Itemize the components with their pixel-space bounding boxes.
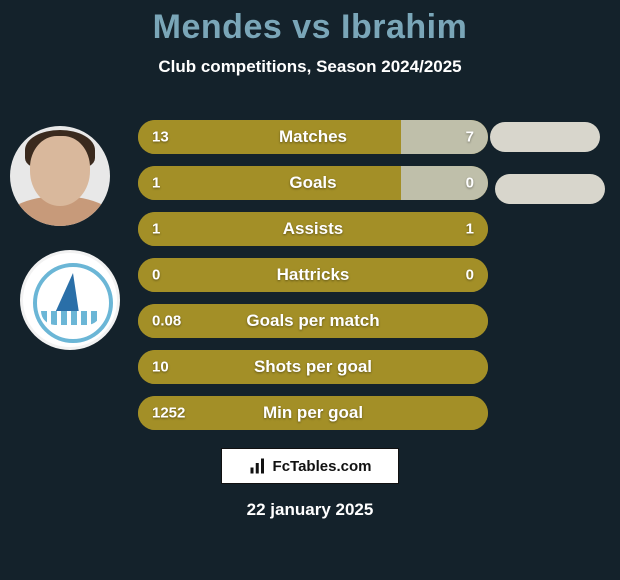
badge-waves <box>41 311 101 325</box>
branding-badge[interactable]: FcTables.com <box>221 448 399 484</box>
stat-label: Min per goal <box>138 403 488 423</box>
badge-sail <box>55 273 79 313</box>
stat-label: Goals per match <box>138 311 488 331</box>
title-player2: Ibrahim <box>341 8 467 46</box>
stat-row: 0.08Goals per match <box>138 304 488 338</box>
stat-label: Shots per goal <box>138 357 488 377</box>
stat-label: Matches <box>138 127 488 147</box>
title-vs: vs <box>292 8 331 46</box>
subtitle: Club competitions, Season 2024/2025 <box>0 57 620 77</box>
branding-text: FcTables.com <box>273 458 372 475</box>
stat-row: 10Goals <box>138 166 488 200</box>
stat-row: 137Matches <box>138 120 488 154</box>
player2-club-badge <box>20 250 120 350</box>
date-text: 22 january 2025 <box>0 500 620 520</box>
comparison-card: Mendes vs Ibrahim Club competitions, Sea… <box>0 0 620 580</box>
title-player1: Mendes <box>153 8 283 46</box>
stat-label: Assists <box>138 219 488 239</box>
player2-pill-2 <box>495 174 605 204</box>
stat-row: 00Hattricks <box>138 258 488 292</box>
stat-label: Goals <box>138 173 488 193</box>
player2-pill-1 <box>490 122 600 152</box>
stat-row: 1252Min per goal <box>138 396 488 430</box>
stats-list: 137Matches 10Goals 11Assists 00Hattricks 0.0… <box>138 120 488 442</box>
chart-bar-icon <box>249 457 267 475</box>
stat-row: 11Assists <box>138 212 488 246</box>
avatar-face <box>30 136 90 206</box>
player1-avatar <box>10 126 110 226</box>
stat-label: Hattricks <box>138 265 488 285</box>
page-title: Mendes vs Ibrahim <box>0 0 620 47</box>
stat-row: 10Shots per goal <box>138 350 488 384</box>
